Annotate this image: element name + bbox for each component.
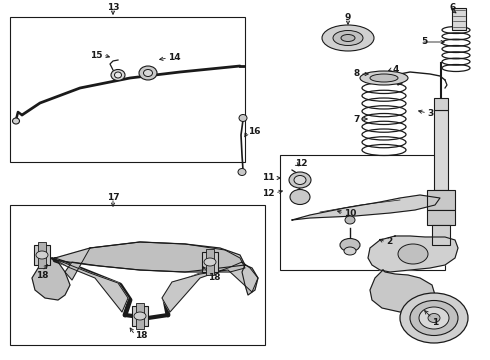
Text: 2: 2 xyxy=(386,238,392,247)
Ellipse shape xyxy=(340,238,360,252)
Polygon shape xyxy=(292,195,440,220)
Ellipse shape xyxy=(398,244,428,264)
Text: 1: 1 xyxy=(432,318,438,327)
Ellipse shape xyxy=(428,314,440,323)
Polygon shape xyxy=(65,242,245,280)
Text: 13: 13 xyxy=(107,4,119,13)
Bar xyxy=(136,303,144,329)
Text: 11: 11 xyxy=(263,174,275,183)
Text: 10: 10 xyxy=(344,208,356,217)
Ellipse shape xyxy=(345,216,355,224)
Text: 18: 18 xyxy=(208,273,220,282)
Bar xyxy=(202,252,218,272)
Bar xyxy=(10,205,265,345)
Bar xyxy=(10,17,245,162)
Ellipse shape xyxy=(115,72,122,78)
Bar xyxy=(434,98,448,110)
Ellipse shape xyxy=(333,31,363,45)
Bar xyxy=(434,110,448,190)
Ellipse shape xyxy=(290,189,310,204)
Text: 16: 16 xyxy=(248,126,261,135)
Ellipse shape xyxy=(341,35,355,41)
Text: 14: 14 xyxy=(168,54,181,63)
Text: 18: 18 xyxy=(36,271,48,280)
Text: 18: 18 xyxy=(135,330,147,339)
Bar xyxy=(34,245,50,265)
Polygon shape xyxy=(32,258,70,300)
Ellipse shape xyxy=(294,175,306,184)
Polygon shape xyxy=(368,236,458,272)
Bar xyxy=(432,225,450,245)
Polygon shape xyxy=(52,258,128,312)
Text: 3: 3 xyxy=(427,108,433,117)
Text: 8: 8 xyxy=(354,69,360,78)
Ellipse shape xyxy=(144,69,152,77)
Ellipse shape xyxy=(36,251,48,259)
Text: 9: 9 xyxy=(345,13,351,22)
Ellipse shape xyxy=(239,114,247,122)
Ellipse shape xyxy=(400,293,468,343)
Text: 4: 4 xyxy=(393,64,399,73)
Ellipse shape xyxy=(111,69,125,81)
Ellipse shape xyxy=(344,247,356,255)
Bar xyxy=(38,242,46,268)
Bar xyxy=(280,155,445,270)
Ellipse shape xyxy=(134,312,146,320)
Polygon shape xyxy=(370,270,435,312)
Ellipse shape xyxy=(370,74,398,82)
Text: 6: 6 xyxy=(449,4,455,13)
Ellipse shape xyxy=(13,118,20,124)
Bar xyxy=(427,190,455,210)
Ellipse shape xyxy=(410,301,458,336)
Text: 15: 15 xyxy=(91,50,103,59)
Ellipse shape xyxy=(204,258,216,266)
Ellipse shape xyxy=(289,172,311,188)
Bar xyxy=(452,8,466,30)
Ellipse shape xyxy=(419,307,449,329)
Ellipse shape xyxy=(238,168,246,175)
Bar xyxy=(132,306,148,326)
Text: 12: 12 xyxy=(263,189,275,198)
Text: 7: 7 xyxy=(354,114,360,123)
Polygon shape xyxy=(162,262,258,312)
Polygon shape xyxy=(242,265,258,295)
Ellipse shape xyxy=(322,25,374,51)
Text: 5: 5 xyxy=(421,37,427,46)
Text: 17: 17 xyxy=(107,194,119,202)
Ellipse shape xyxy=(139,66,157,80)
Bar xyxy=(206,249,214,275)
Bar xyxy=(427,210,455,225)
Polygon shape xyxy=(50,242,245,272)
Text: 12: 12 xyxy=(295,158,308,167)
Ellipse shape xyxy=(360,71,408,85)
